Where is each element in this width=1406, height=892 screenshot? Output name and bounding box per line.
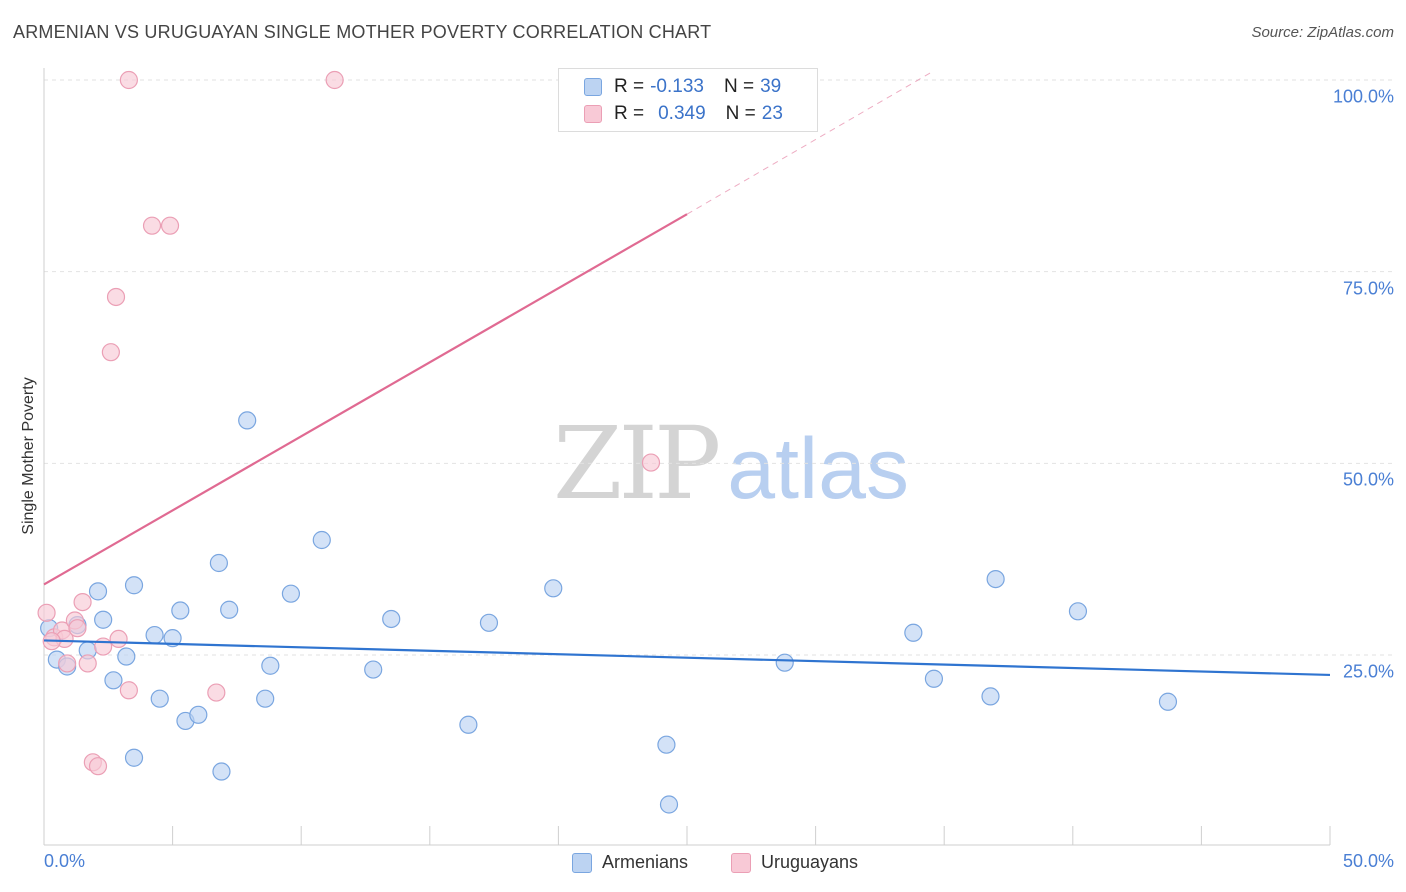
- y-tick-label: 50.0%: [1342, 469, 1394, 490]
- armenian-point: [150, 689, 169, 708]
- series-legend: Armenians Uruguayans: [0, 852, 1406, 878]
- uruguayan-point: [88, 757, 108, 776]
- uruguayan-point: [68, 619, 87, 638]
- uruguayan-point: [73, 592, 92, 612]
- armenian-point: [479, 613, 499, 632]
- uruguayan-point: [58, 654, 77, 673]
- legend-item-armenians[interactable]: Armenians: [572, 852, 688, 873]
- watermark-atlas: atlas: [727, 421, 909, 517]
- armenian-point: [171, 601, 190, 620]
- armenian-point: [1158, 692, 1178, 711]
- source-credit: Source: ZipAtlas.com: [1251, 24, 1394, 41]
- armenian-point: [256, 689, 275, 708]
- armenian-point: [88, 582, 108, 601]
- armenian-point: [261, 656, 280, 675]
- n-value: 39: [760, 76, 782, 97]
- armenian-point: [212, 762, 231, 781]
- armenian-point: [104, 671, 123, 690]
- armenian-point: [659, 795, 679, 814]
- uruguayan-point: [106, 287, 126, 307]
- armenian-point: [382, 609, 401, 629]
- uruguayan-trend-extension: [686, 71, 932, 215]
- r-label: R =: [614, 76, 645, 97]
- armenian-point: [775, 653, 794, 672]
- r-value: 0.349: [658, 103, 706, 124]
- armenian-point: [117, 647, 136, 666]
- n-label: N =: [725, 103, 756, 124]
- armenian-point: [220, 600, 239, 619]
- uruguayan-point: [109, 629, 128, 649]
- armenian-point: [1068, 602, 1088, 621]
- uruguayan-trend-line: [43, 213, 688, 586]
- armenian-point: [986, 569, 1005, 589]
- x-tick-label-min: 0.0%: [44, 851, 86, 871]
- y-axis-label: Single Mother Poverty: [20, 377, 37, 535]
- armenian-point: [238, 411, 257, 430]
- r-label: R =: [614, 103, 645, 124]
- uruguayan-point: [119, 681, 138, 700]
- armenian-point: [904, 623, 923, 642]
- armenian-point: [544, 579, 563, 598]
- uruguayan-point: [325, 70, 344, 90]
- armenian-point: [657, 735, 676, 754]
- armenian-point: [981, 687, 1000, 706]
- y-tick-label: 100.0%: [1332, 86, 1394, 107]
- armenian-point: [281, 584, 301, 603]
- uruguayan-point: [94, 637, 113, 656]
- armenian-trend-line: [43, 639, 1331, 677]
- armenian-point: [124, 748, 144, 767]
- uruguayan-point: [78, 654, 97, 673]
- x-tick-label-max: 50.0%: [1342, 851, 1394, 871]
- r-value: -0.133: [650, 76, 704, 97]
- armenian-point: [209, 553, 228, 573]
- n-label: N =: [723, 76, 755, 97]
- uruguayans-swatch: [584, 105, 602, 123]
- armenian-point: [459, 715, 478, 734]
- uruguayans-legend-label: Uruguayans: [761, 852, 859, 872]
- uruguayan-point: [101, 343, 120, 362]
- armenian-point: [145, 625, 164, 645]
- armenian-point: [189, 705, 208, 724]
- armenian-point: [924, 669, 944, 688]
- armenians-swatch: [584, 78, 602, 96]
- legend-row-uruguayans: R = 0.349 N = 23: [584, 101, 783, 127]
- armenian-point: [364, 660, 383, 679]
- y-tick-label: 75.0%: [1342, 278, 1394, 299]
- n-value: 23: [761, 103, 783, 124]
- armenian-point: [94, 610, 113, 629]
- armenians-legend-label: Armenians: [602, 852, 689, 872]
- uruguayan-point: [37, 603, 56, 622]
- armenian-point: [312, 530, 331, 550]
- y-tick-label: 25.0%: [1342, 661, 1394, 682]
- uruguayan-point: [142, 216, 162, 235]
- armenian-point: [163, 629, 182, 648]
- uruguayans-legend-swatch: [731, 852, 751, 873]
- armenians-legend-swatch: [572, 852, 592, 873]
- chart-title: ARMENIAN VS URUGUAYAN SINGLE MOTHER POVE…: [13, 22, 712, 42]
- legend-item-uruguayans[interactable]: Uruguayans: [731, 852, 858, 873]
- uruguayan-point: [207, 683, 226, 702]
- uruguayan-point: [119, 70, 138, 90]
- legend-row-armenians: R = -0.133 N = 39: [584, 74, 781, 100]
- uruguayan-point: [160, 216, 180, 235]
- correlation-legend: R = -0.133 N = 39 R = 0.349 N = 23: [558, 68, 818, 132]
- uruguayan-point: [641, 453, 661, 472]
- armenian-point: [124, 576, 144, 595]
